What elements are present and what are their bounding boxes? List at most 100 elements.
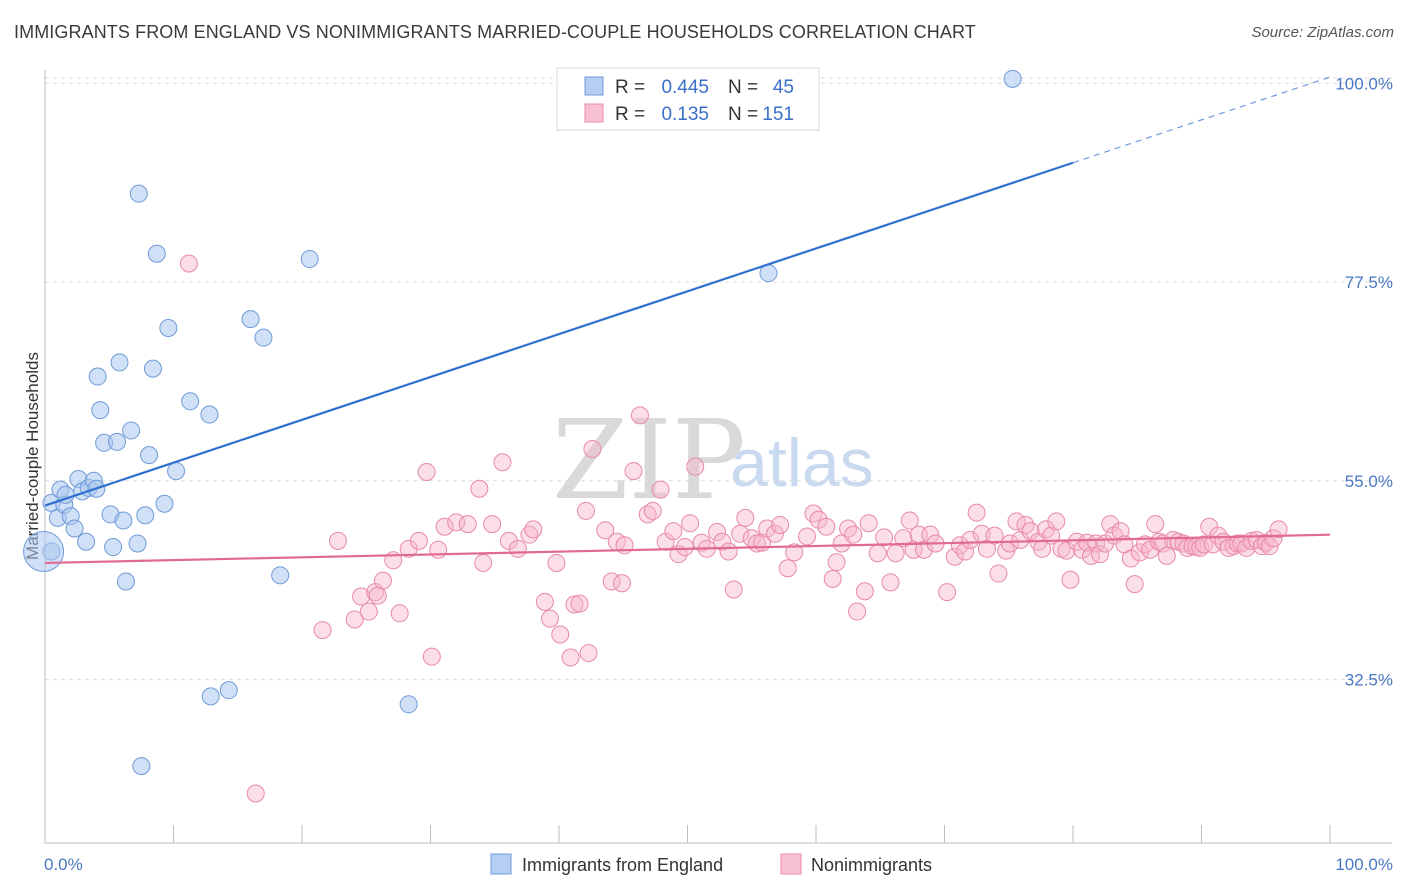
immigrants-point-large xyxy=(23,530,65,572)
nonimmigrants-point xyxy=(1228,534,1247,553)
nonimmigrants-point xyxy=(651,480,670,499)
nonimmigrants-point xyxy=(675,538,694,557)
nonimmigrants-point xyxy=(686,457,705,476)
nonimmigrants-point xyxy=(535,592,554,611)
nonimmigrants-point xyxy=(914,540,933,559)
nonimmigrants-point xyxy=(541,609,560,628)
legend-n-value: 151 xyxy=(762,104,794,125)
nonimmigrants-point xyxy=(551,625,570,644)
nonimmigrants-point xyxy=(765,524,784,543)
nonimmigrants-point xyxy=(499,531,518,550)
immigrants-point xyxy=(122,421,141,440)
immigrants-point xyxy=(147,244,166,263)
nonimmigrants-point xyxy=(576,501,595,520)
nonimmigrants-point xyxy=(345,610,364,629)
nonimmigrants-point xyxy=(938,583,957,602)
nonimmigrants-point xyxy=(470,479,489,498)
y-tick-label: 77.5% xyxy=(1345,273,1393,292)
gridlines xyxy=(45,77,1392,681)
nonimmigrants-point xyxy=(708,523,727,542)
nonimmigrants-point xyxy=(664,522,683,541)
nonimmigrants-point xyxy=(474,553,493,572)
nonimmigrants-point xyxy=(771,515,790,534)
nonimmigrants-point xyxy=(855,582,874,601)
nonimmigrants-point xyxy=(246,784,265,803)
nonimmigrants-point xyxy=(977,539,996,558)
immigrants-point xyxy=(136,506,155,525)
x-tick-label: 100.0% xyxy=(1335,855,1393,874)
nonimmigrants-point xyxy=(179,254,198,273)
nonimmigrants-point xyxy=(1090,545,1109,564)
nonimmigrants-point xyxy=(900,511,919,530)
legend-label-nonimmigrants: Nonimmigrants xyxy=(811,855,932,875)
nonimmigrants-point xyxy=(1264,529,1283,548)
nonimmigrants-point xyxy=(524,520,543,539)
nonimmigrants-point xyxy=(368,586,387,605)
legend-n-value: 45 xyxy=(773,77,794,98)
nonimmigrants-point xyxy=(875,528,894,547)
watermark: ZIP atlas xyxy=(552,396,874,524)
nonimmigrants-point xyxy=(638,505,657,524)
nonimmigrants-point xyxy=(565,595,584,614)
nonimmigrants-point xyxy=(817,517,836,536)
legend-n-label: N = xyxy=(728,77,758,98)
immigrants-point xyxy=(200,405,219,424)
nonimmigrants-point xyxy=(731,524,750,543)
nonimmigrants-point xyxy=(359,602,378,621)
immigrants-point xyxy=(88,367,107,386)
nonimmigrants-point xyxy=(967,503,986,522)
nonimmigrants-point xyxy=(390,604,409,623)
immigrants-point xyxy=(107,432,126,451)
nonimmigrants-point xyxy=(483,515,502,534)
nonimmigrants-point xyxy=(827,553,846,572)
nonimmigrants-point xyxy=(713,532,732,551)
immigrants-point xyxy=(140,446,159,465)
nonimmigrants-point xyxy=(785,543,804,562)
nonimmigrants-point xyxy=(643,501,662,520)
nonimmigrants-point xyxy=(1007,512,1026,531)
immigrants-point xyxy=(143,359,162,378)
nonimmigrants-point xyxy=(612,574,631,593)
nonimmigrants-point xyxy=(328,531,347,550)
immigrants-point xyxy=(271,566,290,585)
immigrants-point xyxy=(1003,69,1022,88)
nonimmigrants-point xyxy=(985,526,1004,545)
immigrants-point xyxy=(110,353,129,372)
nonimmigrants-point xyxy=(547,553,566,572)
immigrants-trend-extension xyxy=(1072,76,1331,164)
nonimmigrants-points xyxy=(179,254,1288,803)
nonimmigrants-point xyxy=(570,594,589,613)
legend-swatch xyxy=(584,76,604,96)
nonimmigrants-point xyxy=(630,406,649,425)
immigrants-point xyxy=(181,392,200,411)
immigrants-point xyxy=(129,184,148,203)
nonimmigrants-point xyxy=(809,510,828,529)
immigrants-point xyxy=(77,532,96,551)
nonimmigrants-point xyxy=(844,525,863,544)
nonimmigrants-point xyxy=(1135,535,1154,554)
immigrants-trend-line xyxy=(44,161,1074,507)
nonimmigrants-point xyxy=(886,544,905,563)
nonimmigrants-point xyxy=(778,559,797,578)
immigrants-point xyxy=(116,572,135,591)
legend-swatch-immigrants xyxy=(490,853,512,875)
nonimmigrants-point xyxy=(945,547,964,566)
legend-n-label: N = xyxy=(728,104,758,125)
nonimmigrants-point xyxy=(417,462,436,481)
nonimmigrants-point xyxy=(859,514,878,533)
legend-swatch xyxy=(584,103,604,123)
immigrants-point xyxy=(104,538,123,557)
immigrants-point xyxy=(241,310,260,329)
legend-r-label: R = xyxy=(615,77,645,98)
nonimmigrants-point xyxy=(493,453,512,472)
immigrants-point xyxy=(91,401,110,420)
axes xyxy=(44,70,1392,844)
chart-title: IMMIGRANTS FROM ENGLAND VS NONIMMIGRANTS… xyxy=(14,22,976,42)
immigrants-point xyxy=(155,494,174,513)
nonimmigrants-point xyxy=(313,621,332,640)
stats-legend: R = 0.445 N = 45 R = 0.135 N = 151 xyxy=(556,67,820,131)
nonimmigrants-point xyxy=(583,439,602,458)
nonimmigrants-point xyxy=(894,529,913,548)
nonimmigrants-point xyxy=(823,569,842,588)
